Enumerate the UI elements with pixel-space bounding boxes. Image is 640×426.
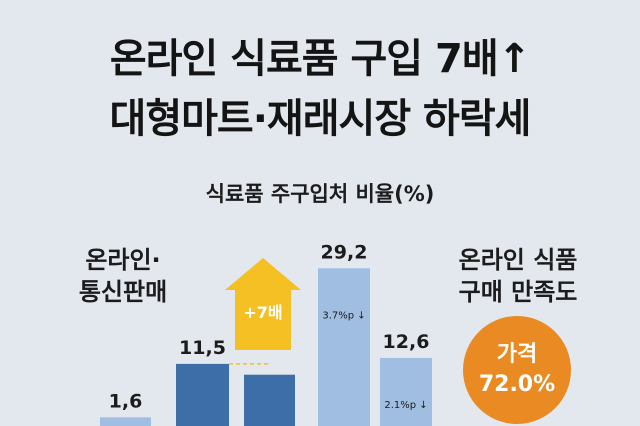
bar-1 [176, 363, 229, 426]
badge-value: 72.0% [478, 372, 556, 397]
bar-value-label-4: 12,6 [383, 331, 430, 353]
bar-2 [244, 374, 295, 426]
badge-label: 가격 [496, 342, 538, 367]
bar-value-label-1: 11,5 [179, 337, 226, 359]
satisfaction-label: 온라인 식품 구매 만족도 [438, 244, 598, 308]
satisfaction-label-line-2: 구매 만족도 [458, 278, 578, 306]
chart-title: 식료품 주구입처 비율(%) [205, 182, 435, 206]
bar-value-label-0: 1,6 [109, 390, 143, 412]
bar-change-note-4: 2.1%p ↓ [384, 400, 427, 411]
price-satisfaction-badge: 가격 72.0% [463, 316, 571, 424]
satisfaction-label-line-1: 온라인 식품 [458, 246, 578, 274]
headline-line-1: 온라인 식료품 구입 7배↑ [109, 36, 531, 82]
bar-0 [100, 417, 151, 426]
growth-arrow [225, 258, 301, 350]
online-channel-label: 온라인· 통신판매 [58, 244, 188, 308]
bar-3 [318, 268, 370, 426]
online-label-line-1: 온라인· [85, 246, 161, 274]
bar-change-note-3: 3.7%p ↓ [322, 310, 365, 321]
bar-value-label-3: 29,2 [321, 241, 368, 263]
headline-line-2: 대형마트·재래시장 하락세 [109, 96, 532, 142]
online-label-line-2: 통신판매 [78, 278, 168, 306]
bar-4 [380, 357, 432, 426]
growth-arrow-label: +7배 [243, 303, 282, 322]
